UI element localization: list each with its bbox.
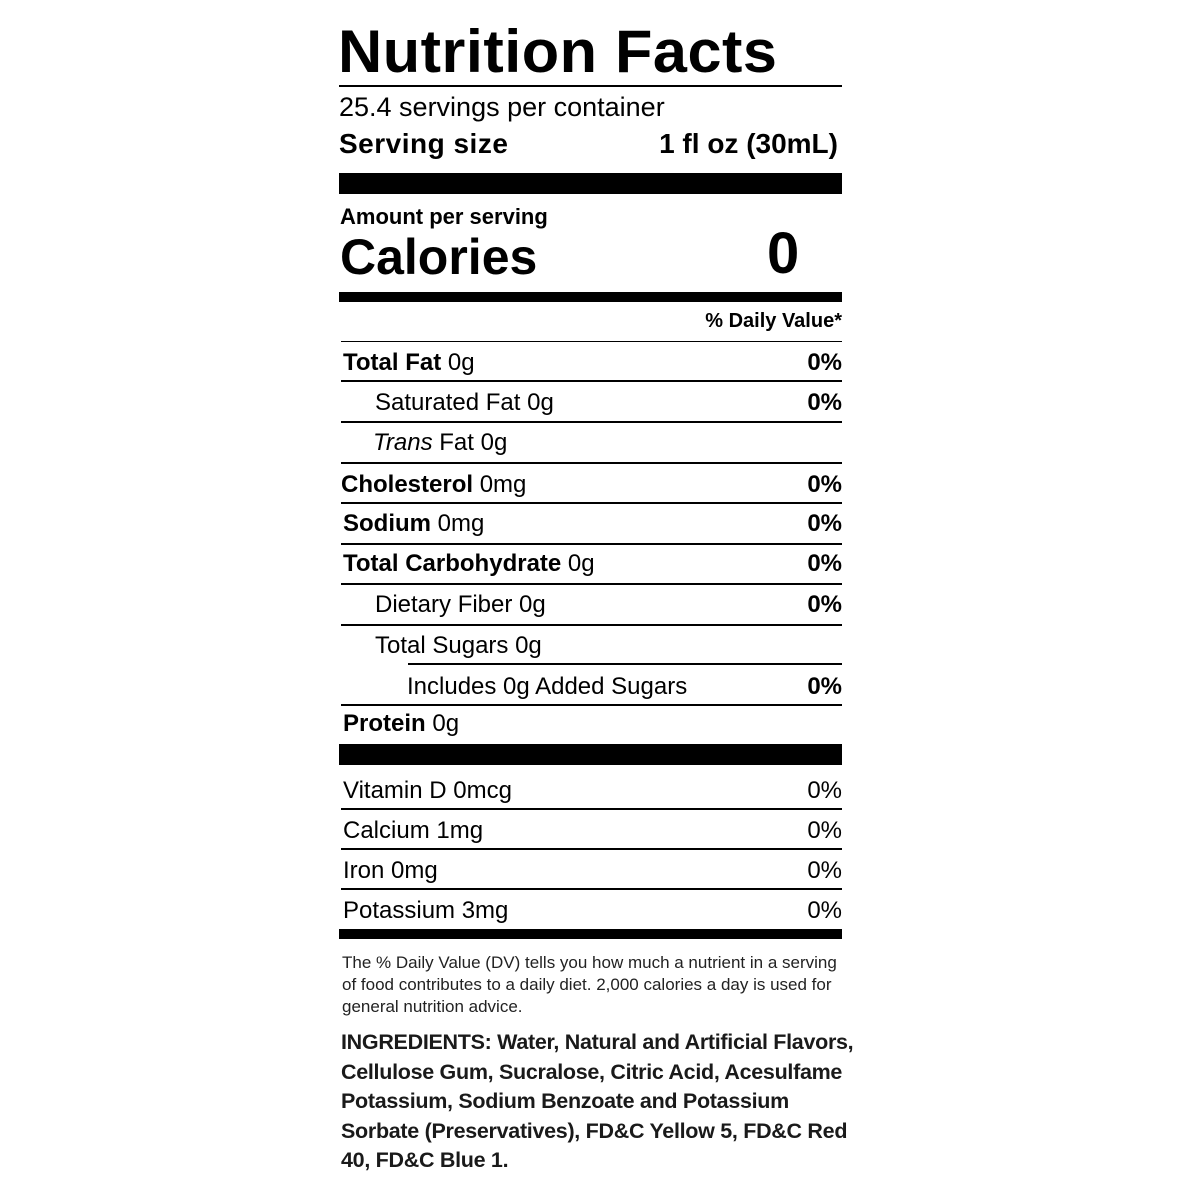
- nutrient-amount: 0g: [515, 632, 542, 659]
- daily-value-footnote: The % Daily Value (DV) tells you how muc…: [342, 953, 837, 1016]
- nutrient-amount: 0g: [567, 550, 595, 577]
- divider: [341, 888, 842, 890]
- nutrient-name: Total Sugars: [375, 632, 509, 659]
- divider: [341, 543, 842, 545]
- vitamin-dv: 0%: [807, 857, 842, 884]
- label-title: Nutrition Facts: [338, 18, 778, 85]
- nutrient-name: Dietary Fiber: [375, 591, 513, 618]
- nutrient-name-suffix: Fat: [439, 429, 474, 456]
- nutrient-row-sodium: Sodium 0mg 0%: [341, 502, 842, 542]
- vitamin-dv: 0%: [807, 897, 842, 924]
- vitamin-label: Potassium 3mg: [343, 897, 509, 924]
- vitamin-label: Calcium 1mg: [343, 817, 484, 844]
- nutrient-name: Total Fat: [343, 349, 442, 376]
- nutrient-row-added-sugars: Includes 0g Added Sugars 0%: [341, 665, 842, 705]
- nutrient-dv: 0%: [807, 591, 842, 618]
- divider: [341, 704, 842, 706]
- divider: [341, 380, 842, 382]
- vitamin-dv: 0%: [807, 817, 842, 844]
- divider: [341, 502, 842, 504]
- nutrient-name: Cholesterol: [341, 471, 474, 498]
- nutrient-row-cholesterol: Cholesterol 0mg 0%: [341, 463, 842, 503]
- nutrient-amount: 0g: [432, 710, 460, 737]
- ingredients-list: INGREDIENTS: Water, Natural and Artifici…: [341, 1030, 854, 1172]
- nutrient-amount: 0g: [447, 349, 475, 376]
- nutrient-amount: 0g: [527, 389, 554, 416]
- nutrient-name: Sodium: [343, 510, 431, 537]
- nutrient-amount: 0mg: [479, 471, 527, 498]
- vitamin-dv: 0%: [807, 777, 842, 804]
- amount-per-serving: Amount per serving: [340, 204, 548, 229]
- calories-value: 0: [767, 221, 800, 286]
- divider: [341, 848, 842, 850]
- nutrient-name: Saturated Fat: [375, 389, 521, 416]
- nutrient-row-protein: Protein 0g: [341, 702, 842, 742]
- divider: [341, 341, 842, 342]
- divider: [339, 85, 842, 87]
- vitamin-row: Vitamin D 0mcg 0%: [341, 769, 842, 809]
- divider: [341, 462, 842, 464]
- nutrient-dv: 0%: [807, 673, 842, 700]
- nutrient-dv: 0%: [807, 471, 842, 498]
- nutrient-row-total-fat: Total Fat 0g 0%: [341, 341, 842, 381]
- vitamin-row: Iron 0mg 0%: [341, 849, 842, 889]
- servings-per-container: 25.4 servings per container: [339, 92, 665, 122]
- nutrient-dv: 0%: [807, 510, 842, 537]
- nutrient-row-total-carbohydrate: Total Carbohydrate 0g 0%: [341, 542, 842, 582]
- vitamin-row: Calcium 1mg 0%: [341, 809, 842, 849]
- nutrient-dv: 0%: [807, 550, 842, 577]
- calories-label: Calories: [340, 229, 538, 285]
- nutrient-amount: 0mg: [437, 510, 485, 537]
- divider: [341, 624, 842, 626]
- vitamin-label: Iron 0mg: [343, 857, 438, 884]
- nutrient-dv: 0%: [807, 389, 842, 416]
- nutrient-name: Trans: [373, 429, 433, 456]
- serving-size-value: 1 fl oz (30mL): [659, 128, 838, 159]
- thick-divider: [339, 744, 842, 765]
- nutrient-row-trans-fat: Trans Fat 0g: [341, 421, 842, 461]
- daily-value-header: % Daily Value*: [705, 310, 842, 332]
- thick-divider: [339, 173, 842, 194]
- nutrient-name: Total Carbohydrate: [343, 550, 562, 577]
- vitamin-label: Vitamin D 0mcg: [343, 777, 512, 804]
- nutrient-amount: 0g: [519, 591, 546, 618]
- divider: [341, 583, 842, 585]
- divider: [341, 421, 842, 423]
- vitamin-row: Potassium 3mg 0%: [341, 889, 842, 929]
- nutrient-row-saturated-fat: Saturated Fat 0g 0%: [341, 381, 842, 421]
- serving-size-label: Serving size: [339, 128, 509, 159]
- nutrient-name: Protein: [343, 710, 426, 737]
- nutrient-name: Includes 0g Added Sugars: [407, 673, 688, 700]
- nutrient-row-dietary-fiber: Dietary Fiber 0g 0%: [341, 583, 842, 623]
- divider: [341, 808, 842, 810]
- divider: [408, 663, 842, 665]
- medium-divider: [339, 929, 842, 939]
- nutrient-row-total-sugars: Total Sugars 0g: [341, 624, 842, 664]
- medium-divider: [339, 292, 842, 302]
- nutrient-amount: 0g: [480, 429, 508, 456]
- nutrient-dv: 0%: [807, 349, 842, 376]
